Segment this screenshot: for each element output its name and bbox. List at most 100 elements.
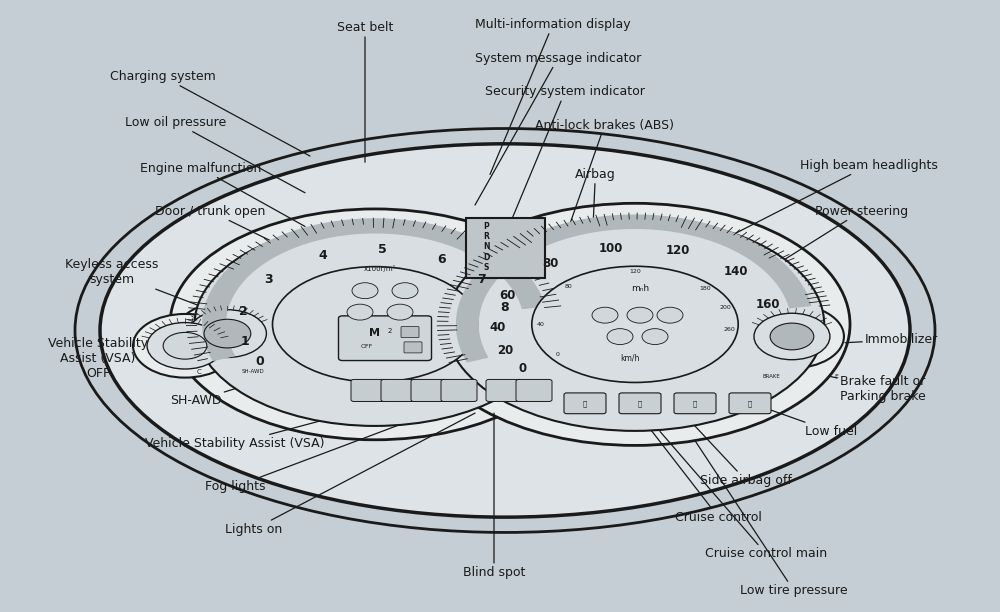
Circle shape [642,329,668,345]
Text: 260: 260 [723,327,735,332]
Text: Side airbag off: Side airbag off [680,410,792,487]
Polygon shape [457,215,811,362]
Circle shape [657,307,683,323]
Text: 0: 0 [255,356,264,368]
FancyBboxPatch shape [564,393,606,414]
Text: 6: 6 [437,253,446,266]
Text: 40: 40 [489,321,506,334]
Text: 1: 1 [241,335,250,348]
Text: 120: 120 [665,244,690,257]
Text: R: R [483,232,489,241]
Text: C: C [196,369,201,375]
Text: Low oil pressure: Low oil pressure [125,116,305,193]
Text: 100: 100 [599,242,623,255]
Circle shape [204,319,251,348]
Text: 0: 0 [556,353,559,357]
Circle shape [147,323,223,369]
FancyBboxPatch shape [441,379,477,401]
Text: ⬜: ⬜ [748,401,752,407]
Text: Fog lights: Fog lights [205,404,455,493]
Text: Anti-lock brakes (ABS): Anti-lock brakes (ABS) [535,119,674,266]
Text: Immobilizer: Immobilizer [845,333,938,346]
Circle shape [770,323,814,350]
Ellipse shape [100,144,910,517]
Circle shape [175,302,279,365]
Text: S: S [484,263,489,272]
Text: 60: 60 [499,289,516,302]
Text: SH-AWD: SH-AWD [242,369,265,375]
Ellipse shape [170,209,580,440]
Text: P: P [483,222,489,231]
Text: OFF: OFF [361,345,373,349]
Text: E: E [834,374,838,379]
FancyBboxPatch shape [381,379,417,401]
Text: Cruise control main: Cruise control main [660,431,827,561]
Circle shape [133,314,237,378]
FancyBboxPatch shape [516,379,552,401]
Text: Door / trunk open: Door / trunk open [155,204,310,260]
FancyBboxPatch shape [619,393,661,414]
Text: 200: 200 [719,305,731,310]
Text: mₙh: mₙh [631,283,649,293]
Text: Airbag: Airbag [575,168,616,294]
Text: x100r/m¹: x100r/m¹ [364,266,396,272]
Text: Vehicle Stability
Assist (VSA)
OFF: Vehicle Stability Assist (VSA) OFF [48,337,225,379]
Circle shape [188,310,266,357]
Circle shape [592,307,618,323]
Text: 2: 2 [239,305,248,318]
Text: Brake fault or
Parking brake: Brake fault or Parking brake [830,375,926,403]
Text: Engine malfunction: Engine malfunction [140,162,305,226]
Text: Seat belt: Seat belt [337,21,393,162]
FancyBboxPatch shape [338,316,432,360]
Text: 140: 140 [723,265,748,278]
Text: Charging system: Charging system [110,70,310,156]
Text: 80: 80 [542,257,558,270]
Text: Security system indicator: Security system indicator [485,85,645,236]
Text: Multi-information display: Multi-information display [475,18,631,174]
Circle shape [754,313,830,360]
Ellipse shape [195,223,555,426]
Circle shape [392,283,418,299]
Circle shape [607,329,633,345]
Text: System message indicator: System message indicator [475,51,641,205]
Text: 5: 5 [378,243,386,256]
FancyBboxPatch shape [729,393,771,414]
Circle shape [740,305,844,368]
Text: 120: 120 [629,269,641,274]
FancyBboxPatch shape [351,379,387,401]
FancyBboxPatch shape [404,342,422,353]
Text: 160: 160 [756,298,780,311]
FancyBboxPatch shape [674,393,716,414]
Text: ⬜: ⬜ [638,401,642,407]
Text: Keyless access
system: Keyless access system [65,258,200,306]
Text: Blind spot: Blind spot [463,413,525,579]
Text: 4: 4 [319,249,327,262]
Text: Vehicle Stability Assist (VSA): Vehicle Stability Assist (VSA) [145,392,430,450]
Ellipse shape [532,266,738,382]
Text: 2: 2 [388,328,392,334]
FancyBboxPatch shape [401,327,419,338]
Text: 20: 20 [498,345,514,357]
Ellipse shape [446,218,824,431]
Polygon shape [203,219,545,360]
Text: Low tire pressure: Low tire pressure [695,441,848,597]
Text: 0: 0 [518,362,526,375]
Text: Cruise control: Cruise control [645,422,762,524]
Circle shape [627,307,653,323]
Circle shape [352,283,378,299]
Text: Low fuel: Low fuel [745,401,857,438]
Circle shape [347,304,373,320]
FancyBboxPatch shape [411,379,447,401]
Text: D: D [483,253,489,262]
Text: 8: 8 [501,301,509,314]
Text: SH-AWD: SH-AWD [170,382,255,408]
Text: 180: 180 [699,286,711,291]
Text: ⬜: ⬜ [693,401,697,407]
Ellipse shape [272,267,478,382]
Text: Lights on: Lights on [225,413,475,536]
Circle shape [163,332,207,359]
Text: BRAKE: BRAKE [762,374,780,379]
Circle shape [387,304,413,320]
Text: Power steering: Power steering [730,204,908,294]
Text: M: M [370,328,380,338]
